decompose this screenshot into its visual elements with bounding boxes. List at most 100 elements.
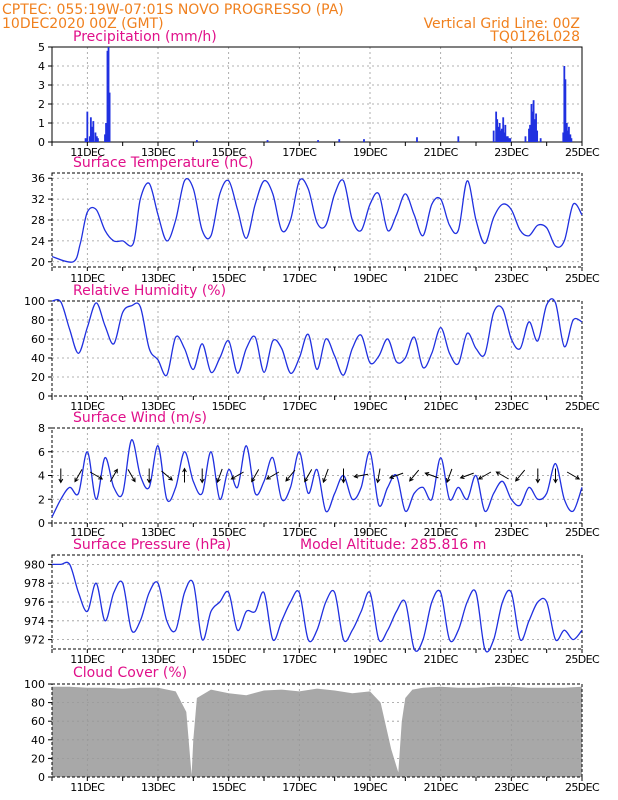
x-tick-label: 13DEC bbox=[141, 272, 176, 285]
precip-bar bbox=[266, 140, 269, 142]
precip-bar bbox=[562, 132, 565, 142]
x-tick-label: 25DEC bbox=[565, 272, 600, 285]
x-tick-label: 17DEC bbox=[282, 526, 317, 539]
wind-arrow bbox=[146, 468, 152, 484]
x-tick-label: 17DEC bbox=[282, 400, 317, 413]
precip-bar bbox=[507, 138, 510, 142]
precip-bar bbox=[535, 113, 537, 142]
x-tick-label: 17DEC bbox=[282, 653, 317, 666]
y-tick-label: 40 bbox=[31, 352, 45, 365]
wind-arrow bbox=[109, 468, 118, 482]
x-tick-label: 25DEC bbox=[565, 146, 600, 159]
precip-bar bbox=[536, 130, 539, 142]
panel-title: Precipitation (mm/h) bbox=[73, 29, 217, 45]
series-line bbox=[52, 561, 583, 653]
wind-arrow bbox=[127, 469, 136, 483]
precip-bar bbox=[534, 119, 536, 142]
precip-bar bbox=[92, 121, 95, 142]
plot-frame bbox=[51, 172, 583, 268]
x-tick-label: 21DEC bbox=[424, 146, 459, 159]
plot-frame bbox=[51, 46, 583, 143]
y-tick-label: 0 bbox=[38, 390, 45, 403]
plot-frame bbox=[51, 427, 583, 524]
wind-arrow bbox=[89, 471, 104, 480]
wind-arrow bbox=[182, 467, 187, 483]
wind-arrow bbox=[216, 468, 223, 484]
x-tick-label: 19DEC bbox=[353, 526, 388, 539]
panel-title: Surface Temperature (nC) bbox=[73, 155, 254, 171]
precip-bar bbox=[457, 136, 460, 142]
x-tick-label: 11DEC bbox=[70, 653, 105, 666]
x-tick-label: 17DEC bbox=[282, 272, 317, 285]
precip-bar bbox=[569, 134, 572, 142]
x-tick-label: 23DEC bbox=[494, 400, 529, 413]
y-tick-label: 0 bbox=[38, 136, 45, 149]
precip-bar bbox=[528, 128, 530, 142]
x-tick-label: 21DEC bbox=[424, 526, 459, 539]
y-tick-label: 100 bbox=[24, 678, 45, 691]
y-tick-label: 1 bbox=[38, 117, 45, 130]
wind-arrow bbox=[424, 472, 439, 479]
x-tick-label: 13DEC bbox=[141, 526, 176, 539]
plot-frame bbox=[51, 554, 583, 650]
x-tick-label: 19DEC bbox=[353, 272, 388, 285]
x-tick-label: 25DEC bbox=[565, 781, 600, 794]
x-tick-label: 11DEC bbox=[70, 781, 105, 794]
wind-arrow bbox=[199, 468, 205, 484]
x-tick-label: 13DEC bbox=[141, 781, 176, 794]
wind-arrow bbox=[409, 469, 420, 482]
series-line bbox=[51, 178, 583, 263]
precip-bar bbox=[108, 92, 111, 142]
wind-arrow bbox=[58, 468, 64, 484]
wind-arrow bbox=[341, 468, 346, 484]
x-tick-label: 11DEC bbox=[70, 526, 105, 539]
wind-arrow bbox=[375, 468, 381, 484]
precip-bar bbox=[563, 66, 566, 142]
wind-arrow bbox=[285, 469, 296, 482]
y-tick-label: 60 bbox=[31, 715, 45, 728]
precip-bar bbox=[566, 130, 569, 142]
precip-bar bbox=[500, 128, 503, 142]
wind-arrow bbox=[322, 468, 329, 484]
x-tick-label: 21DEC bbox=[424, 272, 459, 285]
precip-bar bbox=[84, 138, 87, 142]
x-tick-label: 19DEC bbox=[353, 653, 388, 666]
y-tick-label: 20 bbox=[31, 256, 45, 269]
precip-bar bbox=[529, 124, 531, 142]
y-tick-label: 980 bbox=[24, 558, 45, 571]
precip-bar bbox=[89, 117, 92, 142]
precip-bar bbox=[497, 126, 500, 142]
x-tick-label: 15DEC bbox=[212, 400, 247, 413]
y-tick-label: 5 bbox=[38, 41, 45, 54]
x-tick-label: 13DEC bbox=[141, 400, 176, 413]
precip-bar bbox=[94, 132, 97, 142]
x-tick-label: 23DEC bbox=[494, 526, 529, 539]
precip-bar bbox=[539, 138, 542, 142]
x-tick-label: 21DEC bbox=[424, 781, 459, 794]
x-tick-label: 25DEC bbox=[565, 653, 600, 666]
y-tick-label: 2 bbox=[38, 493, 45, 506]
x-tick-label: 21DEC bbox=[424, 400, 459, 413]
y-tick-label: 40 bbox=[31, 734, 45, 747]
series-line bbox=[51, 298, 583, 377]
wind-arrow bbox=[477, 471, 492, 480]
wind-arrow bbox=[353, 473, 369, 479]
wind-arrow bbox=[265, 471, 280, 480]
y-tick-label: 20 bbox=[31, 371, 45, 384]
precip-bar bbox=[506, 136, 509, 142]
panel-title: Cloud Cover (%) bbox=[73, 665, 187, 681]
x-tick-label: 15DEC bbox=[212, 272, 247, 285]
x-tick-label: 11DEC bbox=[70, 272, 105, 285]
x-tick-label: 17DEC bbox=[282, 146, 317, 159]
y-tick-label: 974 bbox=[24, 615, 45, 628]
precip-bar bbox=[495, 111, 498, 142]
cloud-cover-area bbox=[52, 686, 582, 777]
x-tick-label: 13DEC bbox=[141, 146, 176, 159]
wind-arrow bbox=[515, 469, 526, 482]
panel-title: Surface Wind (m/s) bbox=[73, 410, 207, 426]
x-tick-label: 23DEC bbox=[494, 781, 529, 794]
precip-bar bbox=[195, 140, 198, 142]
x-tick-label: 15DEC bbox=[212, 781, 247, 794]
precip-bar bbox=[492, 130, 495, 142]
precip-bar bbox=[107, 47, 110, 142]
